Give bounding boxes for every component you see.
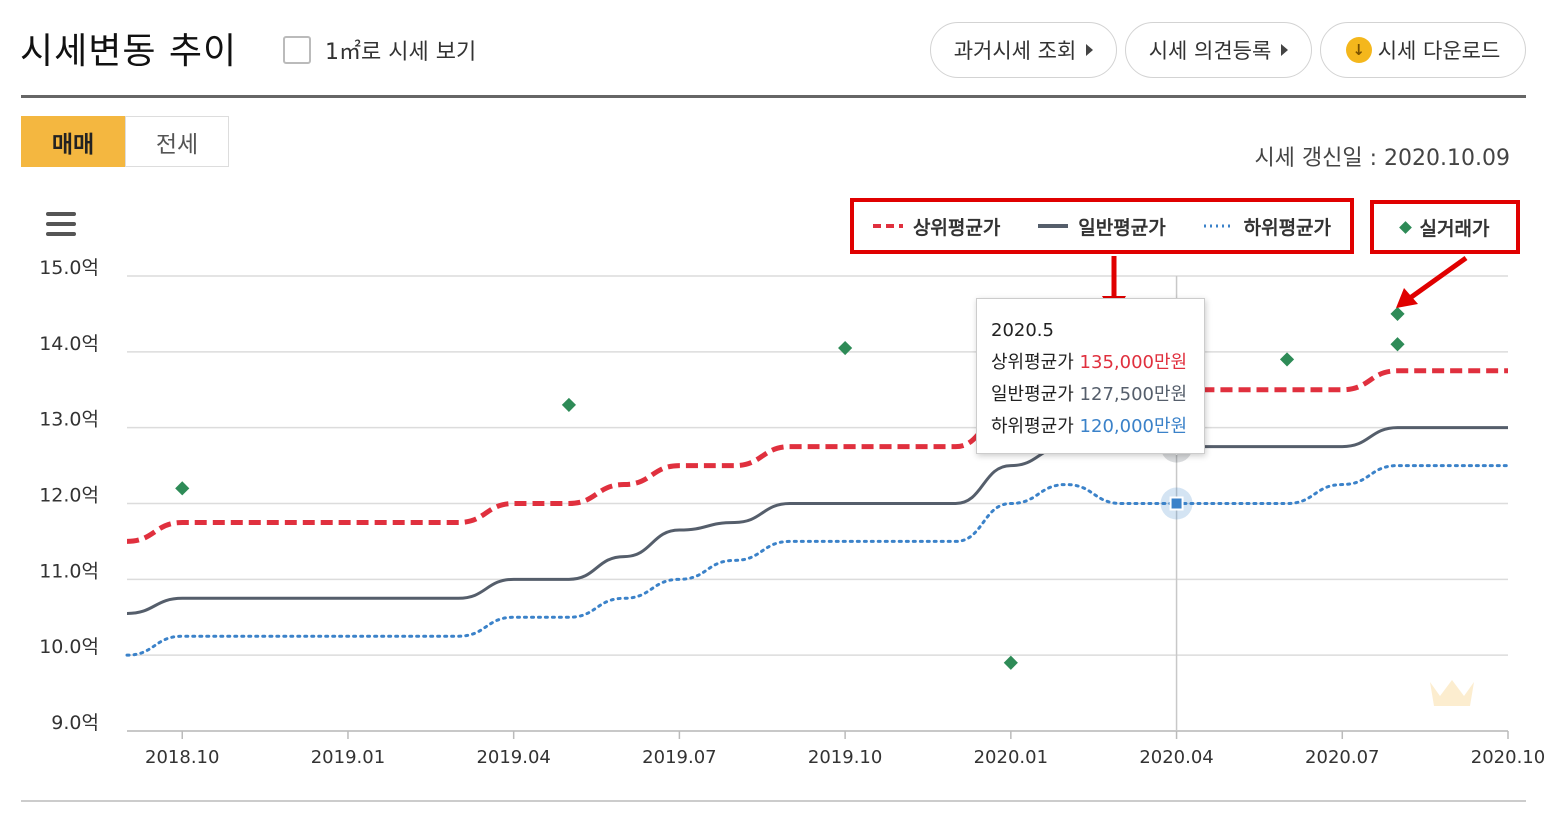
y-tick-label: 12.0억 xyxy=(39,485,99,507)
legend-upper[interactable]: 상위평균가 xyxy=(872,213,1001,240)
x-tick-label: 2018.10 xyxy=(145,747,219,768)
series-upper-line xyxy=(126,368,1508,544)
trade-point xyxy=(1279,352,1295,367)
y-tick-label: 15.0억 xyxy=(39,257,99,279)
x-tick-label: 2020.04 xyxy=(1139,747,1213,768)
tooltip-row-upper: 상위평균가 135,000만원 xyxy=(991,352,1188,373)
highlight-lower-point xyxy=(1169,496,1184,511)
watermark-crown-icon xyxy=(1430,680,1474,706)
chart-tooltip: 2020.5 상위평균가 135,000만원 일반평균가 127,500만원 하… xyxy=(976,298,1205,454)
y-tick-label: 13.0억 xyxy=(39,409,99,431)
tooltip-date: 2020.5 xyxy=(991,320,1054,341)
tooltip-mid-value: 127,500 xyxy=(1079,384,1154,405)
x-tick-label: 2019.07 xyxy=(642,747,716,768)
opinion-label: 시세 의견등록 xyxy=(1148,39,1272,63)
footer-divider xyxy=(21,800,1526,802)
past-price-button[interactable]: 과거시세 조회 xyxy=(930,22,1117,78)
opinion-button[interactable]: 시세 의견등록 xyxy=(1125,22,1312,78)
trade-point xyxy=(1390,306,1405,321)
annotation-arrow-head xyxy=(1396,288,1418,308)
legend-upper-label: 상위평균가 xyxy=(912,216,1001,239)
trade-point xyxy=(838,340,853,356)
trade-point xyxy=(1003,655,1018,670)
tab-sale[interactable]: 매매 xyxy=(21,116,125,167)
trade-point xyxy=(1390,337,1405,352)
download-icon: ↓ xyxy=(1345,37,1372,63)
legend-trade-label: 실거래가 xyxy=(1419,217,1490,240)
past-price-label: 과거시세 조회 xyxy=(953,39,1077,63)
header-divider xyxy=(21,95,1526,98)
legend-mid-label: 일반평균가 xyxy=(1078,216,1166,239)
x-tick-label: 2019.04 xyxy=(476,747,550,768)
download-label: 시세 다운로드 xyxy=(1377,39,1501,63)
tooltip-upper-value: 135,000 xyxy=(1079,352,1154,373)
x-tick-label: 2020.01 xyxy=(974,747,1048,768)
trade-type-tabs: 매매 전세 xyxy=(21,116,229,167)
legend-trade[interactable]: 실거래가 xyxy=(1370,200,1520,254)
x-tick-label: 2019.01 xyxy=(311,747,385,768)
y-tick-label: 14.0억 xyxy=(39,333,99,355)
legend-mid[interactable]: 일반평균가 xyxy=(1038,213,1166,240)
update-date: 시세 갱신일 : 2020.10.09 xyxy=(1254,146,1510,171)
hamburger-icon[interactable] xyxy=(46,212,76,236)
y-tick-label: 10.0억 xyxy=(39,636,99,658)
legend-lower[interactable]: 하위평균가 xyxy=(1203,213,1332,240)
tab-jeonse[interactable]: 전세 xyxy=(125,116,229,167)
caret-right-icon xyxy=(1086,44,1094,56)
tooltip-lower-value: 120,000 xyxy=(1079,416,1154,437)
sqm-toggle-label: 1㎡로 시세 보기 xyxy=(325,40,477,65)
tooltip-row-lower: 하위평균가 120,000만원 xyxy=(991,416,1188,437)
x-tick-label: 2020.07 xyxy=(1305,747,1379,768)
annotation-arrow-shaft xyxy=(1408,255,1468,301)
trade-point xyxy=(175,481,190,496)
sqm-toggle[interactable]: 1㎡로 시세 보기 xyxy=(283,34,476,66)
caret-right-icon xyxy=(1281,44,1289,56)
x-tick-label: 2020.10 xyxy=(1471,747,1545,768)
trade-point xyxy=(561,397,576,412)
page-title: 시세변동 추이 xyxy=(20,31,238,72)
chart-legend: 상위평균가 일반평균가 하위평균가 xyxy=(850,198,1354,254)
y-tick-label: 9.0억 xyxy=(51,712,99,734)
series-lower-line xyxy=(125,464,1510,657)
series-mid-line xyxy=(126,426,1508,615)
download-button[interactable]: ↓ 시세 다운로드 xyxy=(1320,22,1526,78)
y-tick-label: 11.0억 xyxy=(39,560,99,582)
x-tick-label: 2019.10 xyxy=(808,747,882,768)
legend-lower-label: 하위평균가 xyxy=(1243,216,1332,239)
tooltip-row-mid: 일반평균가 127,500만원 xyxy=(991,384,1188,405)
sqm-checkbox[interactable] xyxy=(283,36,311,64)
